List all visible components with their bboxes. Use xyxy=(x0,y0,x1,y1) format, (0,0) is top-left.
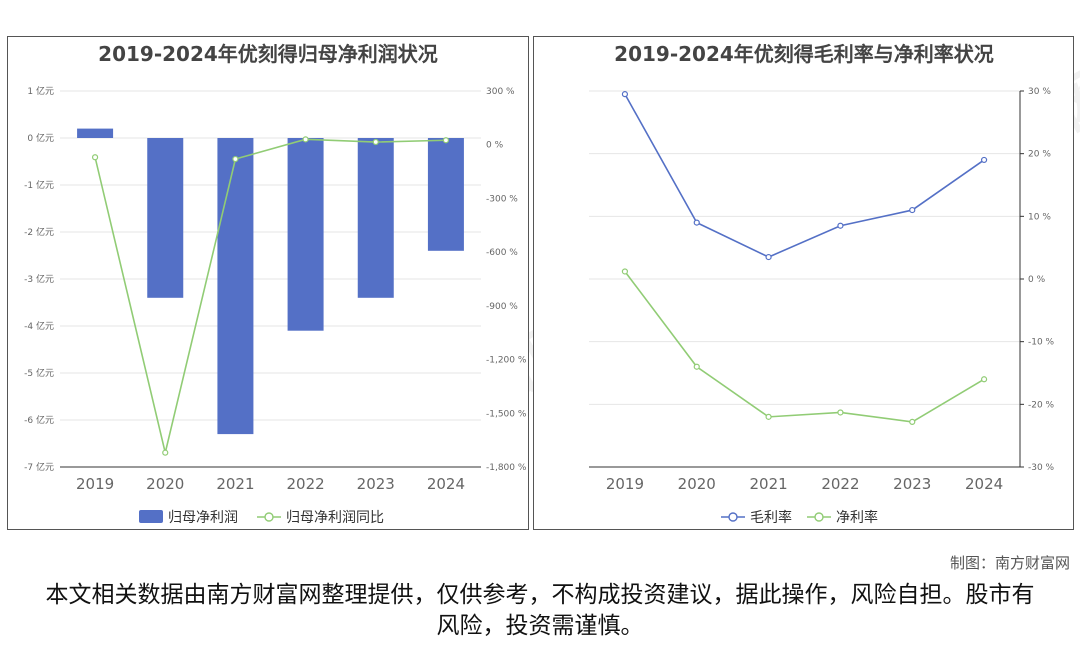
point-gross-margin xyxy=(693,219,700,226)
chart-title: 2019-2024年优刻得毛利率与净利率状况 xyxy=(614,42,994,66)
y-left-tick-label: -4 亿元 xyxy=(24,320,54,332)
y-left-tick-label: -5 亿元 xyxy=(24,367,54,379)
bar-net-profit xyxy=(77,128,114,138)
x-tick-label: 2020 xyxy=(678,475,716,493)
x-tick-label: 2020 xyxy=(146,475,184,493)
y-right-tick-label: -20 % xyxy=(1028,400,1055,410)
disclaimer: 本文相关数据由南方财富网整理提供，仅供参考，不构成投资建议，据此操作，风险自担。… xyxy=(45,582,1035,639)
legend-label: 归母净利润同比 xyxy=(286,509,384,526)
x-tick-label: 2023 xyxy=(893,475,931,493)
point-net-margin xyxy=(693,363,700,370)
chart-panel-net-profit: 2019-2024年优刻得归母净利润状况 1 亿元 0 亿元 -1 亿元 -2 亿元 -3… xyxy=(7,36,529,530)
line-yoy xyxy=(94,138,446,453)
y-left-tick-label: -6 亿元 xyxy=(24,414,54,426)
line-net-margin xyxy=(624,270,985,423)
point-gross-margin xyxy=(621,91,629,98)
margin-chart: 2019-2024年优刻得毛利率与净利率状况 30 % 20 % 10 % 0 % -10… xyxy=(589,42,1055,526)
x-tick-label: 2021 xyxy=(749,475,787,493)
legend-label: 净利率 xyxy=(836,509,878,526)
bar-net-profit xyxy=(357,138,394,298)
y-left-tick-label: -3 亿元 xyxy=(24,273,54,285)
y-left-tick-label: 1 亿元 xyxy=(27,85,54,97)
y-right-tick-label: -1,500 % xyxy=(486,409,527,419)
point-net-margin xyxy=(765,413,772,420)
x-tick-label: 2024 xyxy=(965,475,1003,493)
point-yoy xyxy=(302,136,309,143)
x-tick-label: 2022 xyxy=(286,475,324,493)
point-net-margin xyxy=(837,409,844,416)
y-left-tick-label: -2 亿元 xyxy=(24,226,54,238)
legend-label: 毛利率 xyxy=(750,509,792,526)
y-right-tick-label: -30 % xyxy=(1028,463,1055,473)
point-gross-margin xyxy=(909,206,916,214)
chart-title: 2019-2024年优刻得归母净利润状况 xyxy=(98,42,438,66)
y-right-tick-label: -300 % xyxy=(486,194,518,204)
point-gross-margin xyxy=(765,253,772,261)
y-left-tick-label: -1 亿元 xyxy=(24,179,54,191)
bar-net-profit xyxy=(217,138,254,435)
y-right-tick-label: 20 % xyxy=(1028,150,1051,160)
y-right-tick-label: 10 % xyxy=(1028,212,1051,222)
net-profit-chart: 2019-2024年优刻得归母净利润状况 1 亿元 0 亿元 -1 亿元 -2 亿元 -3… xyxy=(24,42,527,526)
point-yoy xyxy=(91,154,99,161)
y-right-tick-label: -10 % xyxy=(1028,338,1055,348)
chart-panel-margins: 2019-2024年优刻得毛利率与净利率状况 30 % 20 % 10 % 0 % -10… xyxy=(533,36,1074,530)
point-yoy xyxy=(232,155,239,163)
legend-bar-swatch xyxy=(139,510,163,523)
point-net-margin xyxy=(980,376,988,383)
point-yoy xyxy=(162,449,169,456)
y-left-tick-label: 0 亿元 xyxy=(27,132,54,144)
bar-net-profit xyxy=(147,138,184,298)
x-tick-label: 2019 xyxy=(606,475,644,493)
y-right-tick-label: -900 % xyxy=(486,302,518,312)
x-tick-label: 2024 xyxy=(427,475,465,493)
y-right-tick-label: 30 % xyxy=(1028,87,1051,97)
y-right-tick-label: 0 % xyxy=(1028,275,1046,285)
legend-line-marker xyxy=(264,512,274,522)
y-right-tick-label: 300 % xyxy=(486,87,515,97)
x-tick-label: 2023 xyxy=(357,475,395,493)
point-gross-margin xyxy=(837,222,844,229)
point-yoy xyxy=(442,137,450,144)
point-gross-margin xyxy=(980,156,988,164)
x-tick-label: 2022 xyxy=(821,475,859,493)
bar-net-profit xyxy=(427,138,464,251)
y-right-tick-label: -1,200 % xyxy=(486,356,527,366)
x-tick-label: 2019 xyxy=(76,475,114,493)
x-tick-label: 2021 xyxy=(216,475,254,493)
point-net-margin xyxy=(909,418,916,425)
legend-label: 归母净利润 xyxy=(168,509,238,526)
y-right-tick-label: -1,800 % xyxy=(486,463,527,473)
y-left-tick-label: -7 亿元 xyxy=(24,461,54,473)
legend-line-marker xyxy=(728,512,738,522)
line-gross-margin xyxy=(624,93,985,258)
y-right-tick-label: 0 % xyxy=(486,141,504,151)
bar-net-profit xyxy=(287,138,324,331)
y-right-tick-label: -600 % xyxy=(486,248,518,258)
point-yoy xyxy=(372,138,379,146)
chart-credit: 制图：南方财富网 xyxy=(949,554,1070,572)
point-net-margin xyxy=(621,268,629,275)
legend-line-marker xyxy=(814,512,824,522)
